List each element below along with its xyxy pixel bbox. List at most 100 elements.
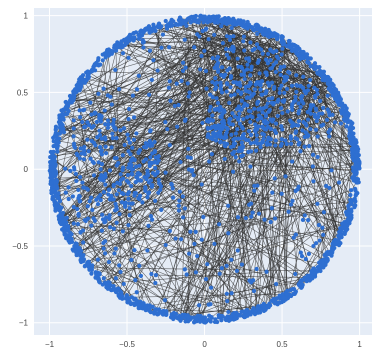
node-point — [145, 248, 149, 252]
node-point — [212, 242, 216, 246]
node-point — [301, 86, 305, 90]
node-point — [259, 145, 263, 149]
node-point — [298, 149, 302, 153]
node-point — [241, 145, 245, 149]
node-point — [258, 106, 262, 110]
node-point — [225, 299, 229, 303]
node-point — [179, 237, 183, 241]
node-point — [90, 139, 94, 143]
node-point — [272, 87, 276, 91]
node-point — [258, 115, 262, 119]
node-point — [179, 22, 183, 26]
node-point — [122, 282, 126, 286]
node-point — [313, 94, 317, 98]
node-point — [74, 179, 78, 183]
node-point — [173, 236, 177, 240]
node-point — [107, 280, 111, 284]
node-point — [163, 120, 167, 124]
node-point — [187, 94, 191, 98]
node-point — [104, 151, 108, 155]
node-point — [57, 113, 61, 117]
node-point — [247, 129, 251, 133]
node-point — [274, 70, 278, 74]
node-point — [271, 299, 275, 303]
node-point — [83, 152, 87, 156]
node-point — [132, 297, 136, 301]
node-point — [201, 29, 205, 33]
node-point — [270, 80, 274, 84]
node-point — [225, 126, 229, 130]
node-point — [95, 120, 99, 124]
y-tick-label: −1 — [19, 319, 29, 328]
node-point — [86, 69, 90, 73]
node-point — [266, 304, 270, 308]
node-point — [324, 184, 328, 188]
node-point — [225, 292, 229, 296]
node-point — [80, 77, 84, 81]
node-point — [114, 276, 118, 280]
node-point — [240, 310, 244, 314]
node-point — [233, 317, 237, 321]
node-point — [294, 90, 298, 94]
node-point — [225, 68, 229, 72]
node-point — [268, 47, 272, 51]
node-point — [139, 274, 143, 278]
node-point — [76, 188, 80, 192]
node-point — [88, 157, 92, 161]
node-point — [226, 231, 230, 235]
node-point — [117, 87, 121, 91]
node-point — [134, 191, 138, 195]
node-point — [347, 128, 351, 132]
node-point — [272, 63, 276, 67]
node-point — [76, 222, 80, 226]
node-point — [74, 172, 78, 176]
node-point — [317, 223, 321, 227]
node-point — [186, 147, 190, 151]
node-point — [211, 14, 215, 18]
node-point — [177, 199, 181, 203]
node-point — [290, 199, 294, 203]
node-point — [295, 137, 299, 141]
node-point — [322, 78, 326, 82]
node-point — [244, 216, 248, 220]
node-point — [147, 93, 151, 97]
node-point — [244, 138, 248, 142]
node-point — [253, 128, 257, 132]
node-point — [221, 41, 225, 45]
node-point — [344, 108, 348, 112]
node-point — [304, 130, 308, 134]
node-point — [213, 66, 217, 70]
node-point — [123, 203, 127, 207]
node-point — [255, 102, 259, 106]
node-point — [237, 104, 241, 108]
node-point — [230, 111, 234, 115]
node-point — [294, 73, 298, 77]
node-point — [150, 29, 154, 33]
node-point — [303, 135, 307, 139]
node-point — [266, 52, 270, 56]
node-point — [290, 102, 294, 106]
node-point — [208, 105, 212, 109]
node-point — [73, 87, 77, 91]
node-point — [206, 37, 210, 41]
node-point — [221, 17, 225, 21]
node-point — [318, 99, 322, 103]
node-point — [97, 280, 101, 284]
node-point — [255, 42, 259, 46]
node-point — [131, 93, 135, 97]
node-point — [286, 44, 290, 48]
node-point — [76, 214, 80, 218]
node-point — [243, 77, 247, 81]
node-point — [303, 144, 307, 148]
node-point — [100, 228, 104, 232]
node-point — [82, 185, 86, 189]
node-point — [261, 52, 265, 56]
node-point — [340, 103, 344, 107]
node-point — [99, 198, 103, 202]
node-point — [181, 316, 185, 320]
node-point — [149, 214, 153, 218]
node-point — [55, 141, 59, 145]
node-point — [177, 208, 181, 212]
node-point — [202, 49, 206, 53]
y-tick-label: −0.5 — [12, 242, 28, 251]
